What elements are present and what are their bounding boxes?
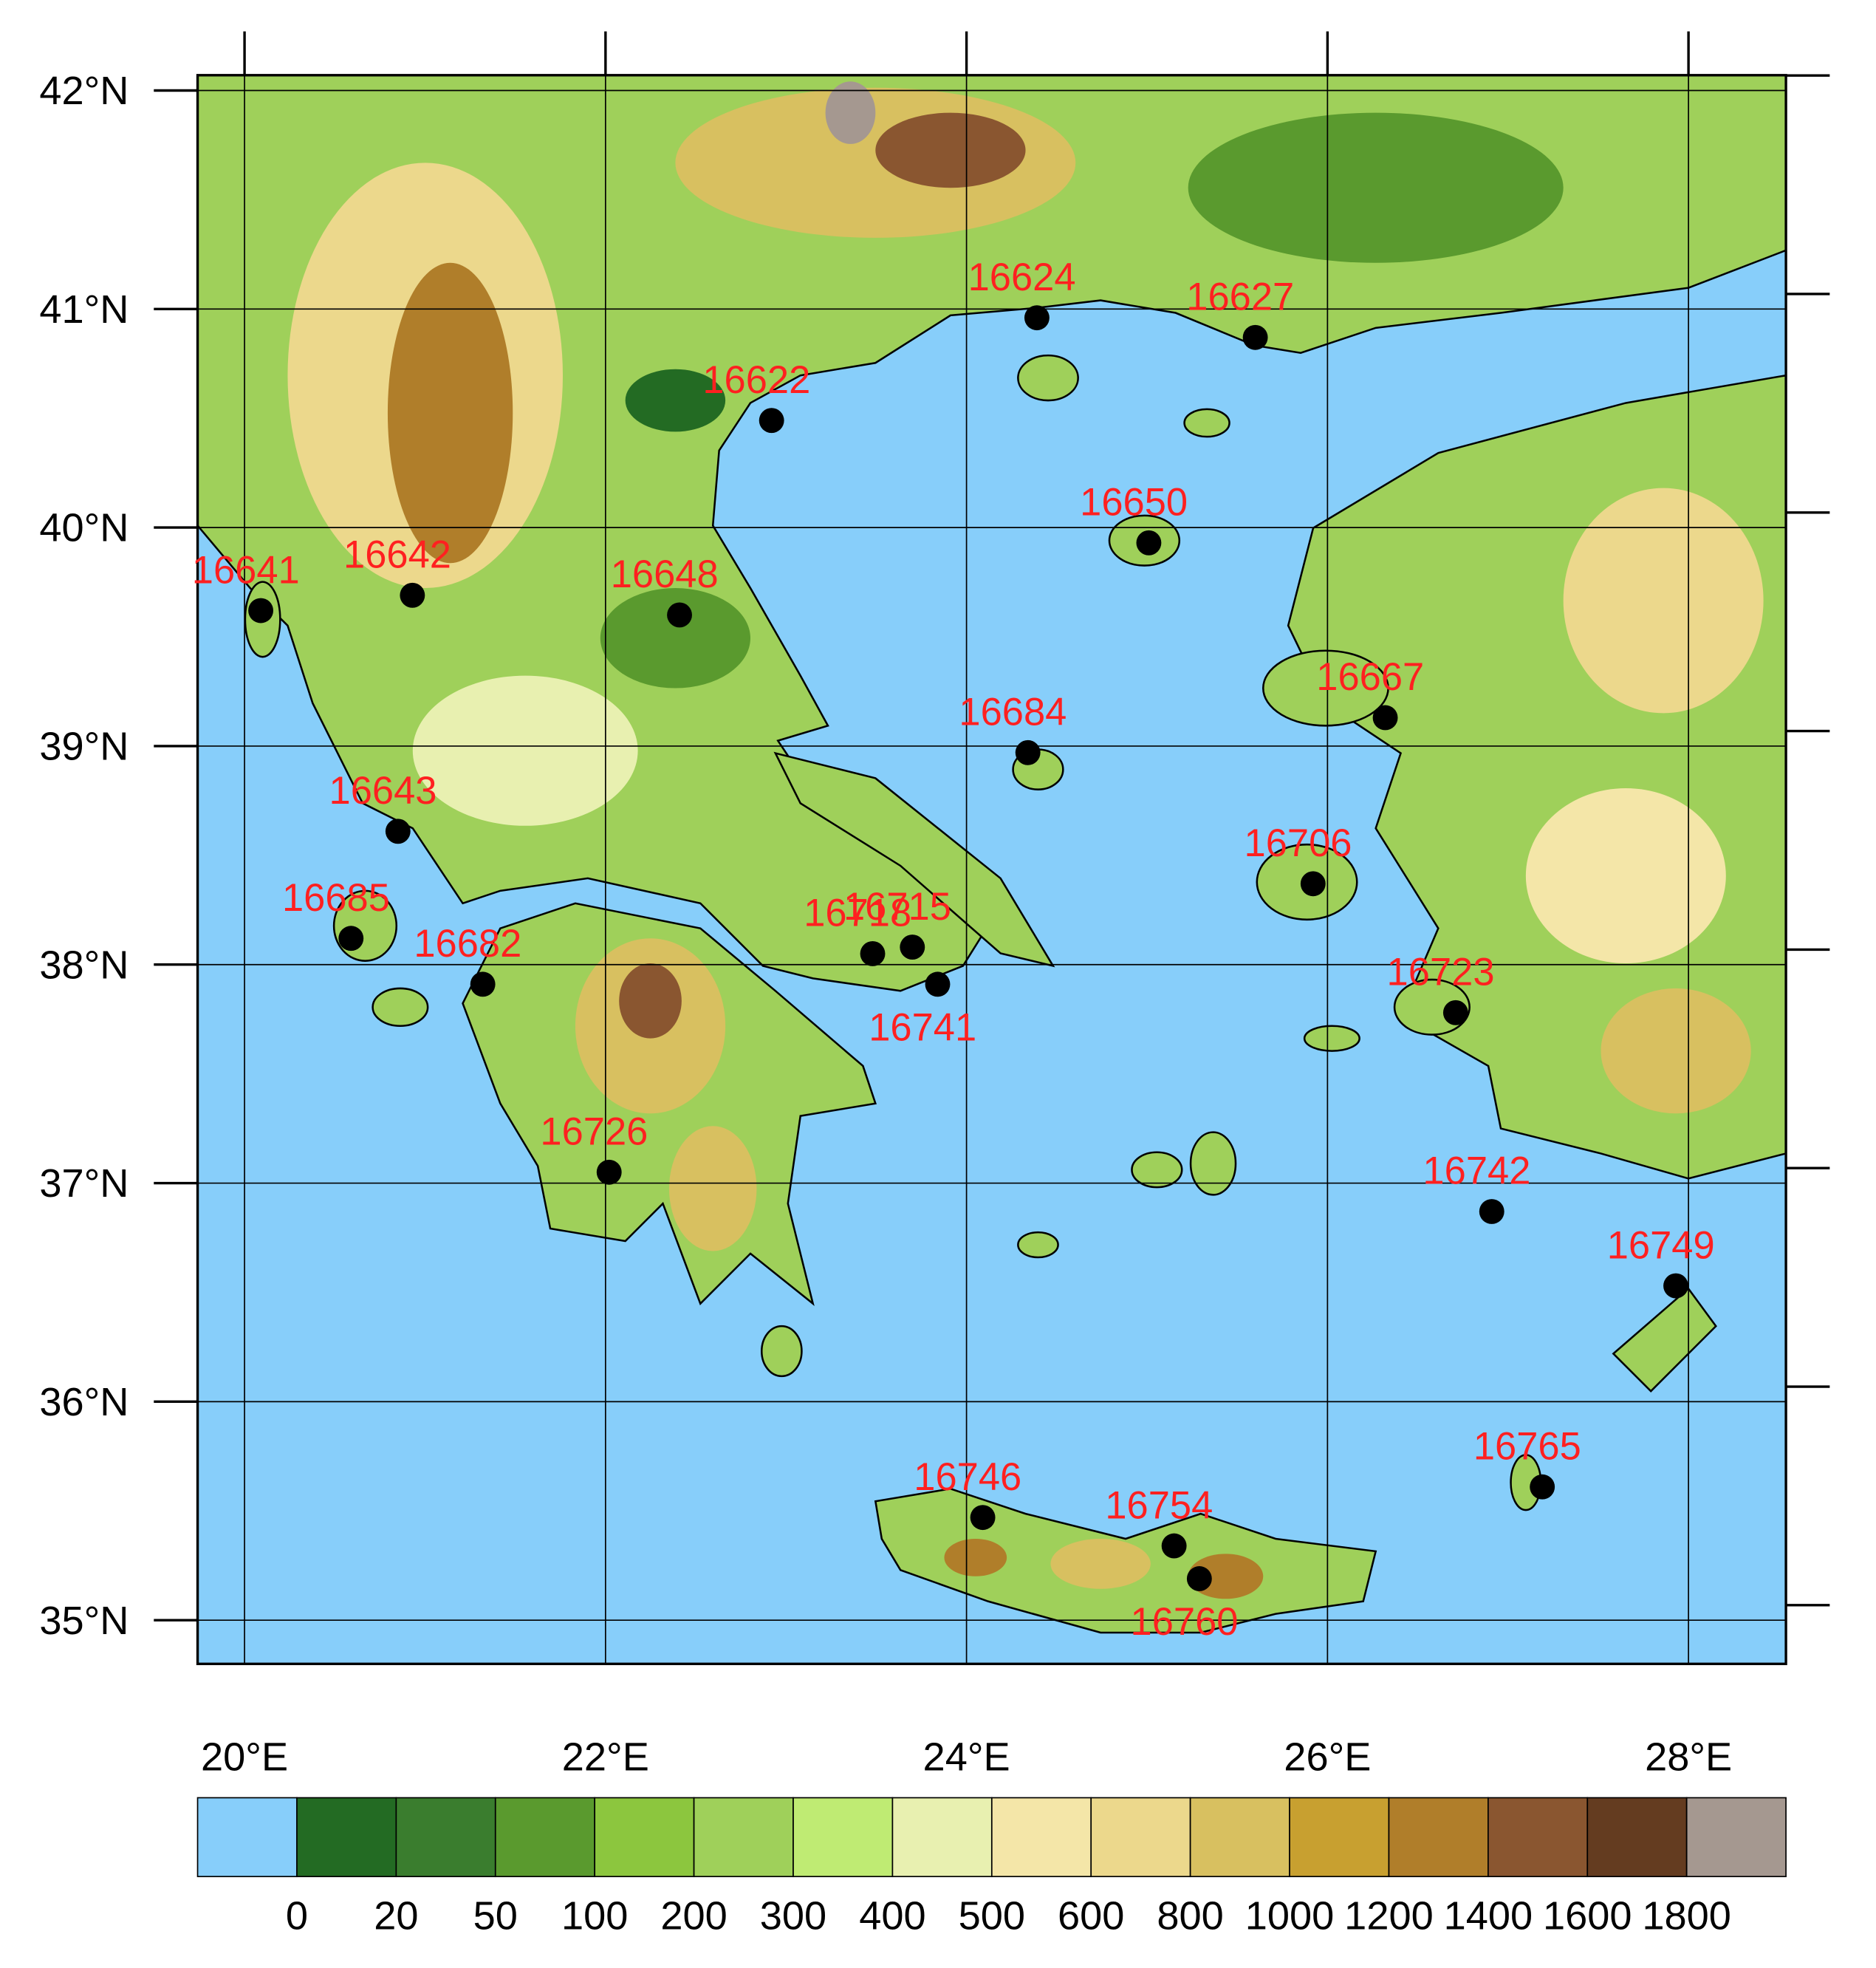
station-label: 16765 [1473, 1424, 1581, 1468]
colorbar-label: 50 [473, 1893, 518, 1938]
station-marker [1300, 871, 1326, 897]
station-label: 16718 [804, 892, 911, 935]
station-marker [759, 408, 784, 434]
station-marker [1136, 530, 1162, 556]
station-label: 16684 [959, 691, 1067, 734]
station-label: 16622 [702, 358, 810, 402]
station-marker [860, 941, 886, 966]
station-marker [1186, 1566, 1212, 1591]
colorbar-label: 1400 [1444, 1893, 1533, 1938]
colorbar-box [196, 1797, 298, 1878]
colorbar-box [693, 1797, 794, 1878]
colorbar-box [594, 1797, 695, 1878]
station-marker [667, 602, 692, 628]
station-marker [1015, 739, 1041, 765]
station-marker [1372, 705, 1398, 731]
colorbar-box [891, 1797, 993, 1878]
station-label: 16641 [192, 548, 300, 592]
station-marker [385, 819, 411, 844]
y-tick-label: 38°N [39, 943, 129, 987]
colorbar-box [494, 1797, 596, 1878]
colorbar-box [1090, 1797, 1191, 1878]
station-label: 16667 [1316, 655, 1424, 699]
x-tick-label: 26°E [1284, 1735, 1371, 1779]
station-marker [400, 582, 425, 608]
station-label: 16746 [914, 1455, 1021, 1499]
colorbar-box [792, 1797, 894, 1878]
x-tick-label: 28°E [1645, 1735, 1732, 1779]
y-tick-label: 39°N [39, 725, 129, 769]
colorbar-label: 1000 [1245, 1893, 1335, 1938]
station-marker [1663, 1273, 1688, 1299]
y-tick-label: 35°N [39, 1599, 129, 1643]
station-marker [1479, 1199, 1504, 1224]
colorbar-box [296, 1797, 397, 1878]
colorbar-label: 500 [959, 1893, 1025, 1938]
station-label: 16726 [540, 1110, 648, 1154]
station-label: 16624 [968, 256, 1076, 299]
colorbar-label: 1600 [1543, 1893, 1632, 1938]
colorbar-box [395, 1797, 496, 1878]
y-tick-label: 37°N [39, 1161, 129, 1206]
colorbar-label: 600 [1058, 1893, 1124, 1938]
station-marker [596, 1159, 622, 1185]
station-marker [338, 926, 364, 951]
station-marker [1161, 1533, 1187, 1559]
colorbar-label: 400 [859, 1893, 925, 1938]
station-label: 16760 [1131, 1600, 1239, 1644]
station-label: 16715 [843, 885, 951, 929]
colorbar-box [990, 1797, 1092, 1878]
y-tick-label: 42°N [39, 69, 129, 113]
station-marker [1242, 324, 1268, 350]
station-label: 16627 [1186, 276, 1294, 319]
station-label: 16742 [1423, 1149, 1530, 1193]
station-label: 16706 [1245, 821, 1352, 865]
station-marker [1530, 1474, 1555, 1500]
station-marker [925, 971, 951, 997]
station-label: 16643 [329, 769, 437, 813]
station-marker [1442, 1000, 1468, 1025]
colorbar-label: 20 [374, 1893, 418, 1938]
colorbar-label: 200 [660, 1893, 727, 1938]
station-label: 16754 [1105, 1483, 1213, 1527]
station-label: 16650 [1080, 481, 1188, 525]
y-tick-label: 40°N [39, 506, 129, 550]
station-label: 16642 [343, 533, 451, 577]
colorbar-box [1189, 1797, 1290, 1878]
map-frame [196, 74, 1787, 1666]
colorbar-box [1586, 1797, 1688, 1878]
colorbar-label: 100 [561, 1893, 628, 1938]
y-tick-label: 36°N [39, 1380, 129, 1424]
station-label: 16749 [1607, 1223, 1715, 1267]
station-marker [1024, 305, 1050, 331]
colorbar-label: 1800 [1642, 1893, 1731, 1938]
station-label: 16685 [282, 876, 390, 920]
station-label: 16723 [1387, 951, 1495, 994]
terrain-shading [287, 81, 1764, 1599]
station-marker [248, 598, 274, 623]
station-marker [470, 971, 496, 997]
colorbar-label: 800 [1157, 1893, 1223, 1938]
y-tick-label: 41°N [39, 287, 129, 332]
station-label: 16741 [869, 1006, 976, 1050]
x-tick-label: 22°E [562, 1735, 649, 1779]
colorbar-label: 1200 [1344, 1893, 1434, 1938]
station-marker [900, 935, 925, 960]
station-label: 16648 [611, 553, 719, 596]
x-tick-label: 20°E [201, 1735, 288, 1779]
colorbar-box [1289, 1797, 1390, 1878]
colorbar-label: 0 [286, 1893, 308, 1938]
colorbar-box [1388, 1797, 1489, 1878]
x-tick-label: 24°E [923, 1735, 1010, 1779]
colorbar-box [1488, 1797, 1589, 1878]
station-label: 16682 [414, 922, 521, 966]
colorbar-label: 300 [760, 1893, 826, 1938]
station-marker [970, 1505, 996, 1531]
colorbar-box [1685, 1797, 1787, 1878]
